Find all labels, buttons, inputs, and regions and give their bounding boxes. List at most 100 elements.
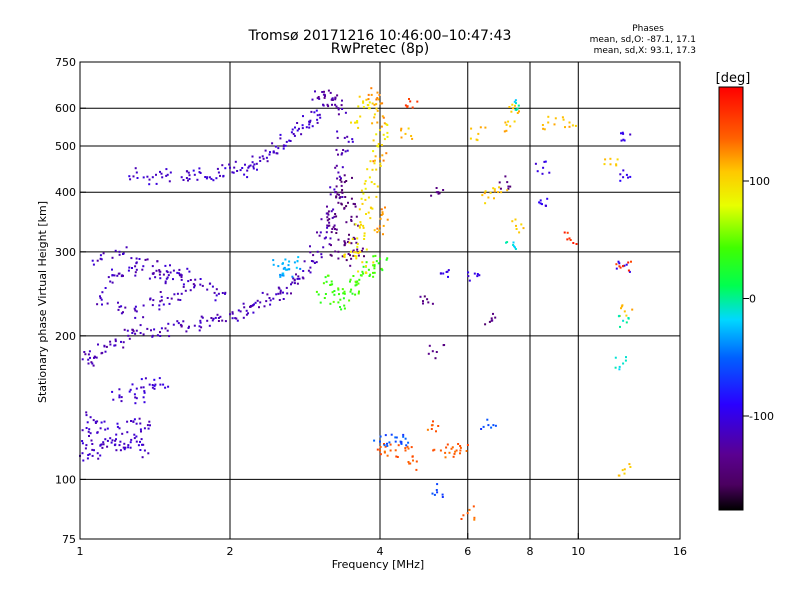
data-point [435, 191, 438, 194]
data-point [293, 282, 296, 285]
echo-point [467, 271, 470, 274]
echo-point [402, 435, 405, 438]
echo-point [114, 249, 117, 252]
echo-point [252, 167, 255, 170]
echo-point [407, 441, 410, 444]
echo-point [120, 305, 123, 308]
echo-point [142, 396, 145, 399]
echo-point [139, 332, 142, 334]
echo-point [269, 151, 271, 154]
echo-point [264, 149, 267, 152]
echo-point [338, 175, 341, 178]
echo-point [363, 182, 366, 185]
echo-point [142, 265, 145, 268]
data-point [473, 272, 476, 275]
echo-point [308, 123, 311, 126]
data-point [330, 210, 333, 213]
data-point [337, 288, 340, 291]
echo-point [379, 446, 382, 448]
echo-point [81, 429, 84, 432]
echo-point [233, 166, 236, 169]
echo-point [330, 244, 332, 247]
echo-point [115, 438, 117, 441]
echo-point [331, 216, 334, 219]
echo-point [141, 443, 143, 446]
data-point [376, 231, 379, 234]
echo-point [111, 256, 114, 259]
data-point [180, 292, 183, 295]
echo-point [388, 441, 391, 444]
echo-point [193, 286, 196, 289]
echo-point [144, 258, 147, 261]
echo-point [404, 447, 407, 450]
echo-point [102, 443, 105, 446]
echo-point [627, 261, 630, 264]
echo-point [377, 145, 380, 148]
echo-point [362, 106, 365, 109]
echo-point [419, 295, 422, 298]
data-point [83, 351, 86, 353]
echo-point [343, 290, 346, 293]
data-point [427, 301, 430, 304]
echo-point [215, 288, 218, 291]
echo-point [222, 174, 225, 177]
echo-point [126, 420, 129, 423]
data-point [239, 169, 242, 172]
data-points [79, 87, 634, 521]
echo-point [101, 291, 104, 294]
echo-point [333, 290, 336, 292]
data-point [439, 449, 442, 452]
echo-point [107, 276, 110, 279]
echo-point [508, 106, 511, 108]
data-point [337, 107, 340, 110]
echo-point [627, 269, 630, 272]
data-point [389, 449, 392, 452]
echo-point [261, 291, 264, 294]
echo-point [314, 90, 316, 93]
data-point [512, 244, 515, 246]
echo-point [178, 272, 180, 275]
data-point [151, 265, 154, 268]
echo-point [386, 135, 389, 138]
echo-point [323, 96, 326, 99]
echo-point [137, 444, 140, 447]
echo-point [372, 261, 375, 264]
echo-point [348, 241, 351, 244]
echo-point [316, 118, 319, 121]
echo-point [282, 272, 285, 275]
echo-point [319, 301, 322, 304]
echo-point [511, 103, 514, 106]
echo-point [396, 456, 399, 458]
echo-point [169, 271, 172, 274]
echo-point [96, 303, 99, 306]
echo-point [90, 361, 93, 364]
echo-point [322, 282, 325, 285]
echo-point [416, 100, 419, 103]
data-point [330, 231, 333, 234]
echo-point [383, 443, 385, 445]
echo-point [198, 171, 201, 174]
echo-point [134, 316, 137, 319]
echo-point [375, 260, 378, 263]
echo-point [111, 281, 114, 284]
colorbar-tick-label: 0 [749, 293, 756, 306]
data-point [285, 140, 288, 143]
data-point [217, 292, 220, 295]
data-point [148, 383, 151, 386]
echo-point [374, 159, 376, 162]
echo-point [350, 242, 353, 245]
echo-point [162, 383, 165, 386]
echo-point [215, 177, 218, 180]
echo-point [172, 269, 175, 272]
echo-point [430, 428, 433, 430]
echo-point [384, 434, 387, 437]
echo-point [168, 302, 171, 305]
echo-point [282, 274, 285, 277]
echo-point [329, 253, 332, 256]
echo-point [151, 335, 154, 338]
echo-point [84, 447, 87, 450]
echo-point [331, 283, 334, 286]
echo-point [87, 358, 90, 361]
echo-point [198, 329, 201, 332]
data-point [217, 171, 220, 174]
